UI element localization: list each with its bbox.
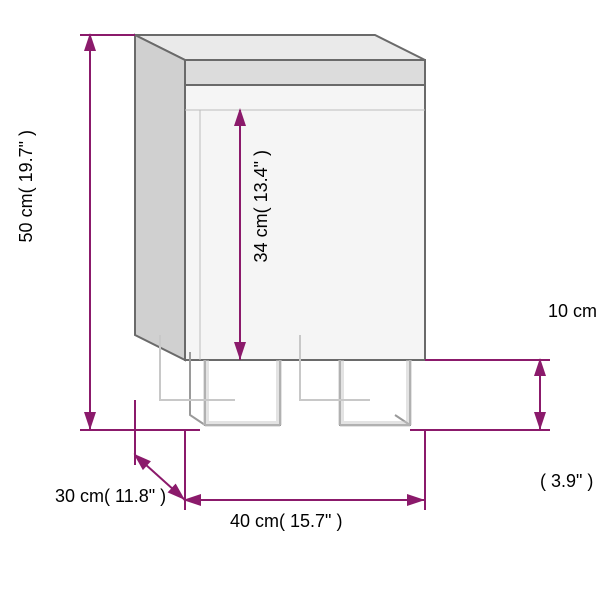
height-label: 50 cm( 19.7" ) [15,130,38,242]
width-label: 40 cm( 15.7" ) [230,510,342,533]
cabinet [135,35,425,360]
depth-label: 30 cm( 11.8" ) [55,485,166,508]
door-height-label: 34 cm( 13.4" ) [250,150,273,262]
legs-fill [203,360,412,427]
